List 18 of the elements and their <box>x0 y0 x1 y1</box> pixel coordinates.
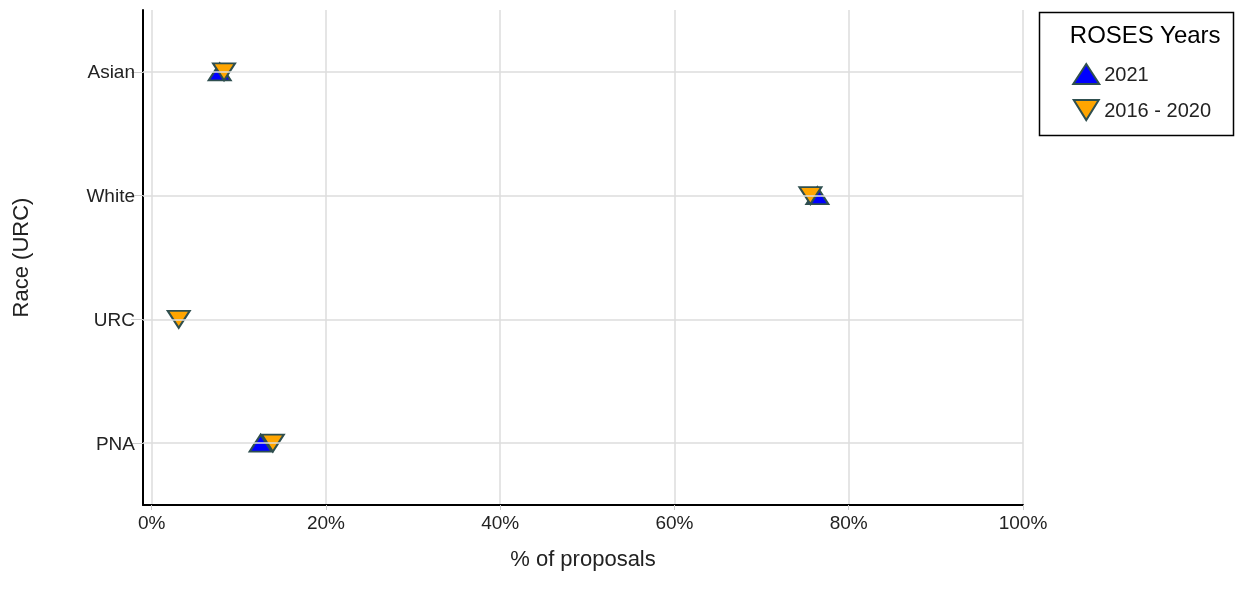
y-tick-label: Asian <box>87 61 135 83</box>
x-tick-label: 20% <box>306 512 346 533</box>
x-tick-label: 0% <box>137 512 166 533</box>
point <box>166 309 191 329</box>
point <box>212 62 237 82</box>
point <box>798 186 823 206</box>
x-tick-label: 40% <box>481 512 520 533</box>
x-tick-label: 100% <box>998 512 1048 533</box>
x-tick-label: 60% <box>655 512 694 533</box>
x-axis-title: % of proposals <box>510 545 656 571</box>
x-tick-label: 80% <box>829 512 868 533</box>
legend-label: 2016 - 2020 <box>1104 99 1212 121</box>
legend-title: ROSES Years <box>1069 20 1221 48</box>
y-axis-title: Race (URC) <box>7 197 33 318</box>
y-tick-label: URC <box>93 308 135 330</box>
y-tick-label: PNA <box>95 432 136 454</box>
legend-label: 2021 <box>1104 63 1149 85</box>
y-tick-label: White <box>86 185 135 207</box>
